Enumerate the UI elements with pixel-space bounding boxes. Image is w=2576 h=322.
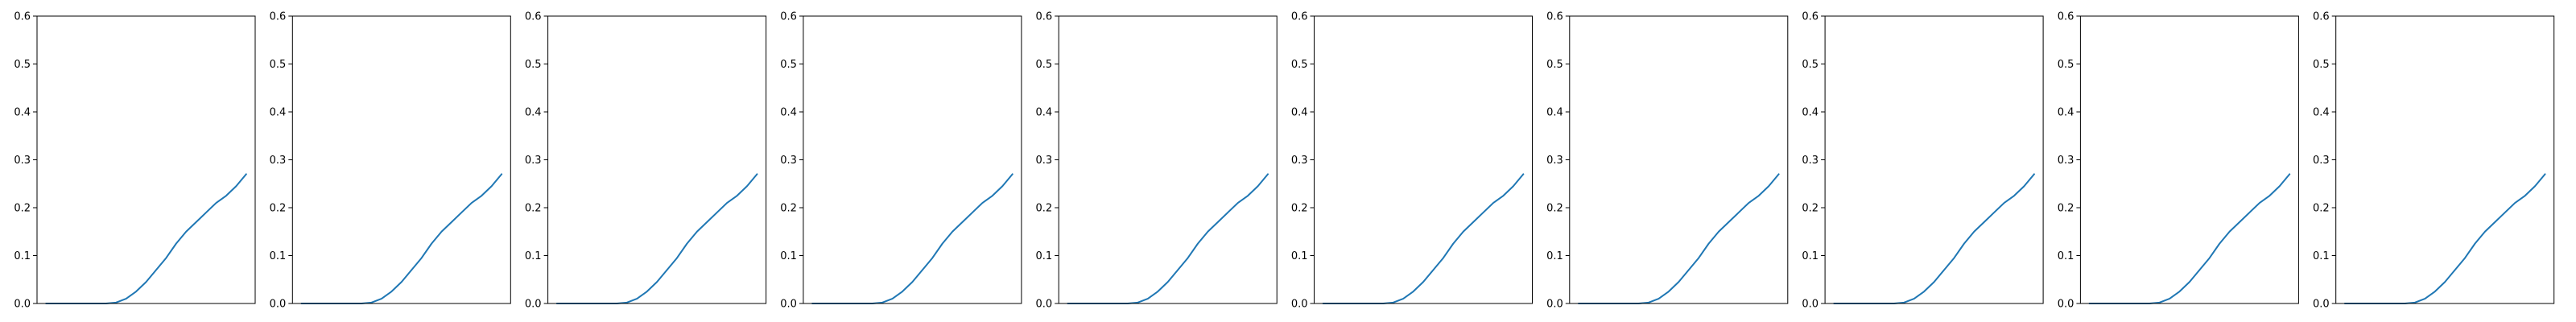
y-tick-label: 0.2 [2058, 203, 2074, 215]
y-tick-label: 0.1 [780, 250, 797, 262]
y-tick-label: 0.2 [14, 203, 31, 215]
chart-panel-5: 0.0 0.1 0.2 0.3 0.4 0.5 0.6 [1036, 11, 1278, 311]
chart-panel-7: 0.0 0.1 0.2 0.3 0.4 0.5 0.6 [1546, 11, 1789, 311]
y-tick-label: 0.4 [270, 107, 287, 119]
axes-frame [1824, 15, 2044, 304]
y-tick-label: 0.0 [2058, 299, 2074, 311]
y-tick-label: 0.0 [1036, 299, 1053, 311]
y-tick-label: 0.3 [1291, 155, 1308, 167]
y-tick-label: 0.0 [14, 299, 31, 311]
y-tick-label: 0.5 [1036, 59, 1053, 71]
chart-panel-4: 0.0 0.1 0.2 0.3 0.4 0.5 0.6 [780, 11, 1022, 311]
y-tick-label: 0.2 [1546, 203, 1563, 215]
y-tick-label: 0.2 [525, 203, 542, 215]
y-tick-label: 0.1 [1036, 250, 1053, 262]
y-tick-label: 0.3 [270, 155, 287, 167]
y-tick-label: 0.0 [525, 299, 542, 311]
y-tick-label: 0.1 [1546, 250, 1563, 262]
y-tick-label: 0.4 [2058, 107, 2074, 119]
y-tick-label: 0.0 [1291, 299, 1308, 311]
y-tick-label: 0.2 [780, 203, 797, 215]
y-tick-label: 0.5 [1546, 59, 1563, 71]
axes-frame [2079, 15, 2299, 304]
axes-frame [803, 15, 1022, 304]
chart-panel-8: 0.0 0.1 0.2 0.3 0.4 0.5 0.6 [1802, 11, 2044, 311]
y-tick-label: 0.5 [525, 59, 542, 71]
y-tick-label: 0.2 [1802, 203, 1818, 215]
y-tick-label: 0.4 [1802, 107, 1818, 119]
y-tick-label: 0.1 [1802, 250, 1818, 262]
y-tick-label: 0.1 [270, 250, 287, 262]
y-tick-label: 0.5 [780, 59, 797, 71]
y-tick-label: 0.2 [1036, 203, 1053, 215]
y-tick-label: 0.5 [14, 59, 31, 71]
y-tick-label: 0.3 [1546, 155, 1563, 167]
y-tick-label: 0.6 [2313, 11, 2330, 23]
y-tick-label: 0.3 [14, 155, 31, 167]
y-tick-label: 0.2 [270, 203, 287, 215]
axes-frame [1569, 15, 1789, 304]
y-tick-label: 0.4 [1546, 107, 1563, 119]
chart-panel-1: 0.0 0.1 0.2 0.3 0.4 0.5 0.6 [14, 11, 256, 311]
y-tick-label: 0.1 [525, 250, 542, 262]
y-tick-label: 0.3 [1036, 155, 1053, 167]
y-tick-label: 0.1 [2058, 250, 2074, 262]
axes-frame [1058, 15, 1278, 304]
y-tick-label: 0.0 [780, 299, 797, 311]
y-tick-label: 0.3 [2058, 155, 2074, 167]
chart-panel-2: 0.0 0.1 0.2 0.3 0.4 0.5 0.6 [270, 11, 511, 311]
y-tick-label: 0.0 [2313, 299, 2330, 311]
y-tick-label: 0.5 [1291, 59, 1308, 71]
y-tick-label: 0.3 [1802, 155, 1818, 167]
y-tick-label: 0.0 [1802, 299, 1818, 311]
y-tick-label: 0.6 [1036, 11, 1053, 23]
y-tick-label: 0.0 [270, 299, 287, 311]
y-tick-label: 0.1 [2313, 250, 2330, 262]
y-tick-label: 0.4 [2313, 107, 2330, 119]
y-tick-label: 0.6 [1291, 11, 1308, 23]
axes-frame [291, 15, 511, 304]
y-tick-label: 0.5 [270, 59, 287, 71]
y-tick-label: 0.1 [1291, 250, 1308, 262]
y-tick-label: 0.5 [2313, 59, 2330, 71]
axes-frame [36, 15, 256, 304]
y-tick-label: 0.6 [270, 11, 287, 23]
y-tick-label: 0.3 [525, 155, 542, 167]
y-tick-label: 0.3 [780, 155, 797, 167]
y-tick-label: 0.4 [780, 107, 797, 119]
chart-panel-6: 0.0 0.1 0.2 0.3 0.4 0.5 0.6 [1291, 11, 1533, 311]
chart-panel-10: 0.0 0.1 0.2 0.3 0.4 0.5 0.6 [2313, 11, 2555, 311]
y-tick-label: 0.6 [2058, 11, 2074, 23]
chart-panel-3: 0.0 0.1 0.2 0.3 0.4 0.5 0.6 [525, 11, 767, 311]
y-tick-label: 0.4 [1291, 107, 1308, 119]
y-tick-label: 0.6 [525, 11, 542, 23]
y-tick-label: 0.6 [1802, 11, 1818, 23]
chart-panel-9: 0.0 0.1 0.2 0.3 0.4 0.5 0.6 [2058, 11, 2299, 311]
y-tick-label: 0.5 [1802, 59, 1818, 71]
y-tick-label: 0.6 [14, 11, 31, 23]
y-tick-label: 0.6 [780, 11, 797, 23]
axes-frame [2335, 15, 2555, 304]
y-tick-label: 0.4 [14, 107, 31, 119]
y-tick-label: 0.3 [2313, 155, 2330, 167]
y-tick-label: 0.2 [1291, 203, 1308, 215]
y-tick-label: 0.1 [14, 250, 31, 262]
y-tick-label: 0.0 [1546, 299, 1563, 311]
axes-frame [1314, 15, 1533, 304]
y-tick-label: 0.4 [1036, 107, 1053, 119]
y-tick-label: 0.6 [1546, 11, 1563, 23]
y-tick-label: 0.5 [2058, 59, 2074, 71]
y-tick-label: 0.2 [2313, 203, 2330, 215]
axes-frame [547, 15, 767, 304]
y-tick-label: 0.4 [525, 107, 542, 119]
